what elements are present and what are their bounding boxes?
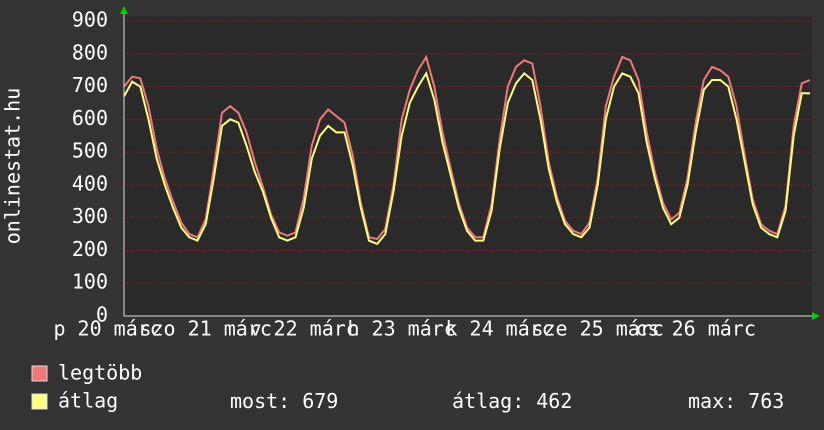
stat-value: 679 <box>302 389 338 413</box>
y-tick-label: 300 <box>72 204 108 228</box>
series-line <box>123 71 811 246</box>
stat-value: 763 <box>748 389 784 413</box>
x-tick-label: cs 26 márc <box>635 317 755 341</box>
y-tick-label: 700 <box>72 73 108 97</box>
x-tick-label: h 23 márc <box>347 317 455 341</box>
x-tick-label: p 20 márc <box>53 317 161 341</box>
y-arrow <box>120 6 128 14</box>
stat-value: 462 <box>536 389 572 413</box>
y-tick-label: 400 <box>72 171 108 195</box>
y-tick-label: 200 <box>72 237 108 261</box>
y-tick-label: 600 <box>72 106 108 130</box>
x-tick-label: sze 25 márc <box>531 317 663 341</box>
y-tick-label: 500 <box>72 139 108 163</box>
legend-swatch <box>31 365 48 382</box>
legend-label: legtöbb <box>58 361 142 385</box>
y-axis-label: onlinestat.hu <box>1 88 25 245</box>
stat-label: most: <box>230 389 290 413</box>
y-tick-label: 800 <box>72 40 108 64</box>
x-tick-label: szo 21 márc <box>139 317 271 341</box>
stat: átlag: 462 <box>452 389 572 413</box>
x-tick-label: k 24 márc <box>445 317 553 341</box>
x-tick-label: v 22 márc <box>249 317 357 341</box>
series-line <box>123 54 811 241</box>
y-tick-label: 100 <box>72 270 108 294</box>
legend-label: átlag <box>58 389 118 413</box>
y-tick-label: 900 <box>72 8 108 32</box>
stat-label: átlag: <box>452 389 524 413</box>
y-tick-label: 0 <box>96 303 108 327</box>
stat-label: max: <box>688 389 736 413</box>
plot-area <box>124 16 812 316</box>
x-arrow <box>812 312 820 320</box>
legend-swatch <box>31 393 48 410</box>
stat: max: 763 <box>688 389 784 413</box>
stat: most: 679 <box>230 389 338 413</box>
